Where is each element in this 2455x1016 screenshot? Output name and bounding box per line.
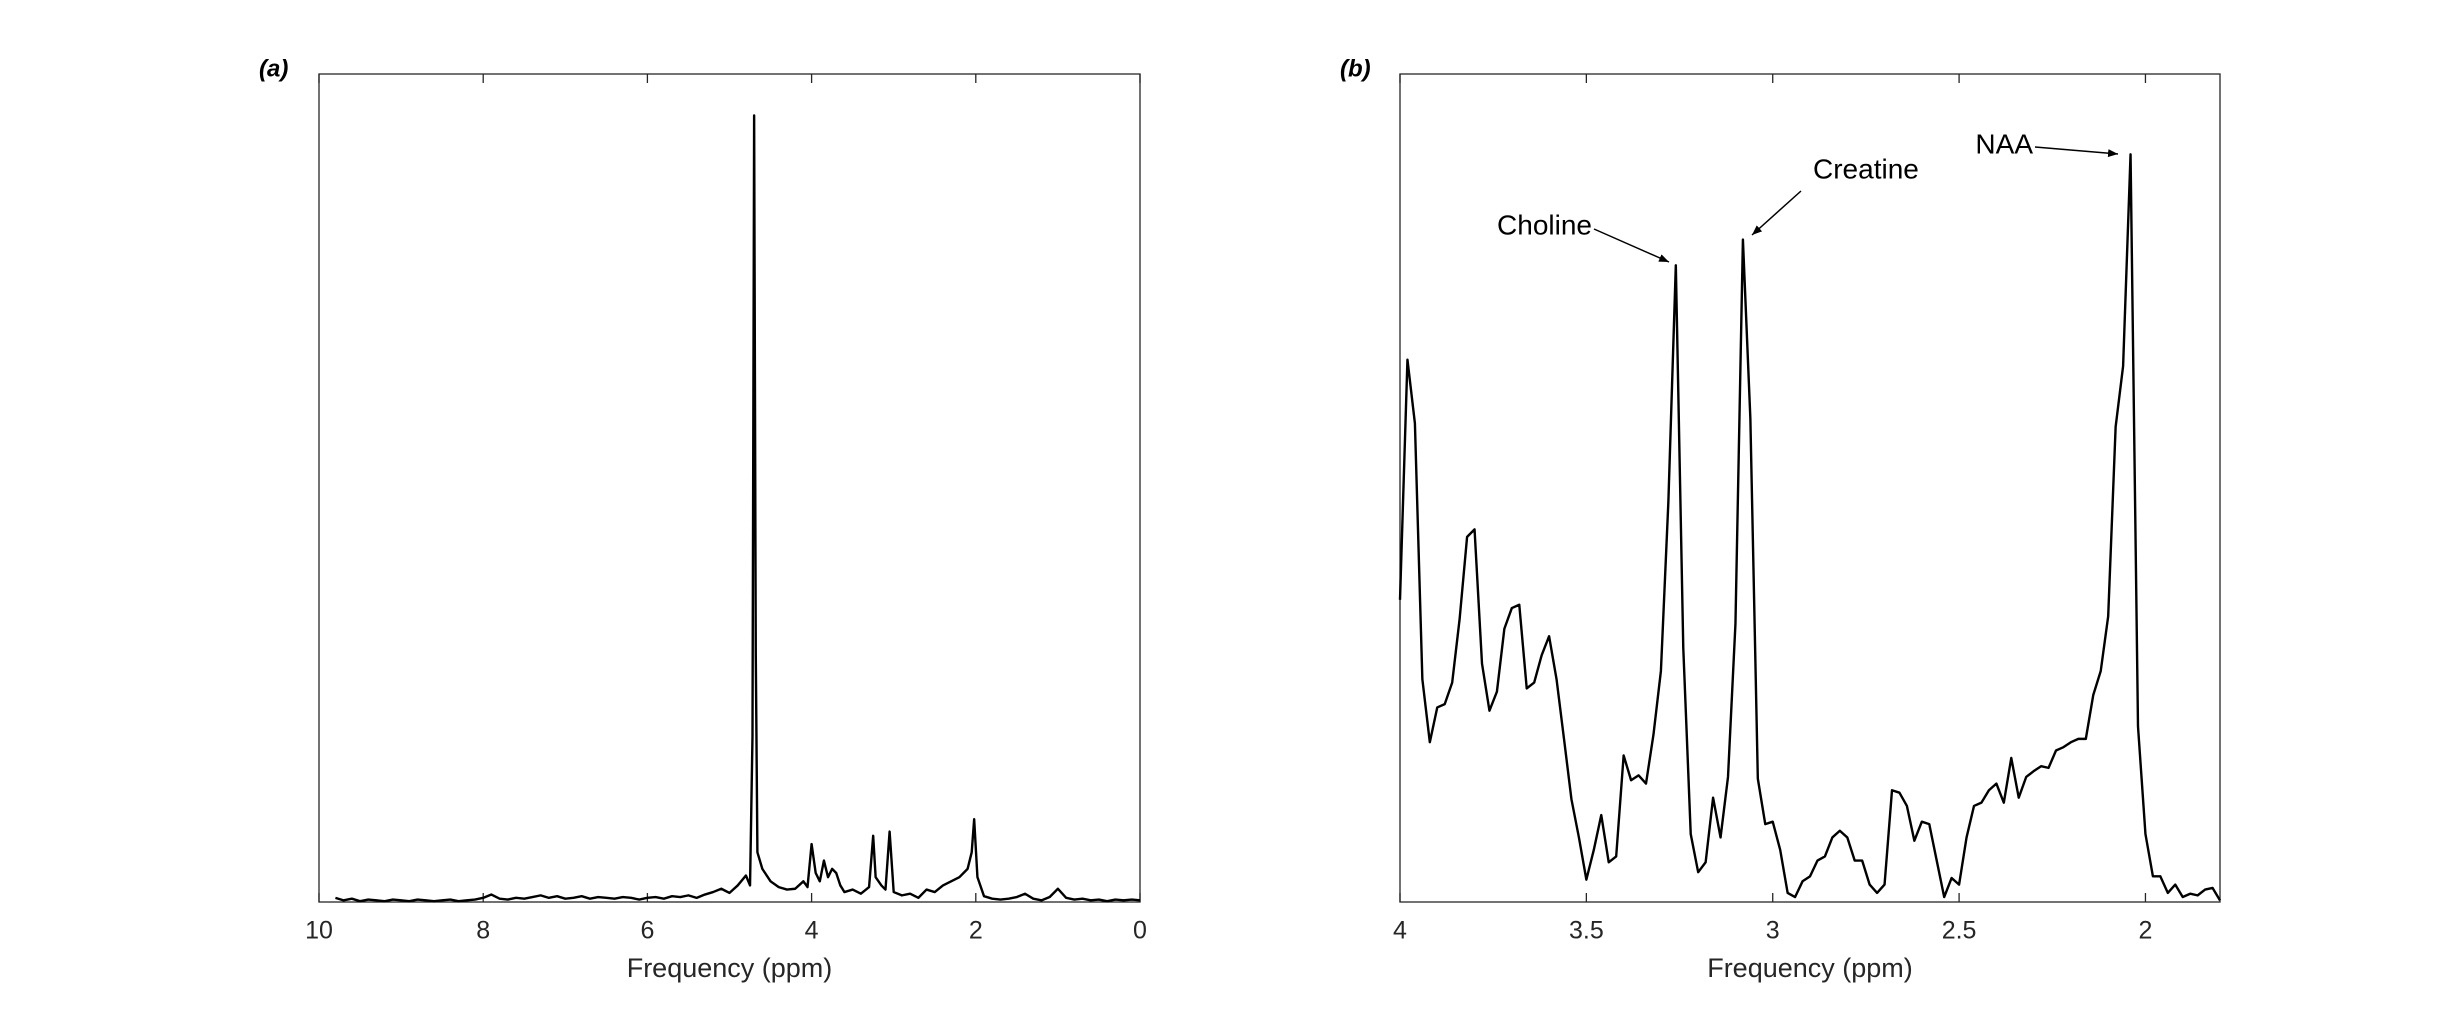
plot-frame [1399, 73, 2221, 903]
x-tick-label: 2.5 [1942, 917, 1977, 945]
x-tick-label: 8 [476, 917, 490, 945]
x-axis-label: Frequency (ppm) [1707, 953, 1913, 983]
x-tick-label: 3.5 [1569, 917, 1604, 945]
peak-annotation: Creatine [1813, 153, 1919, 184]
plot-frame [318, 73, 1141, 903]
spectrum-line [1398, 153, 2222, 901]
x-tick-label: 10 [305, 917, 333, 945]
panel-label: (b) [1340, 55, 1371, 82]
x-tick-label: 6 [640, 917, 654, 945]
x-tick-label: 4 [1393, 917, 1407, 945]
peak-annotation: NAA [1975, 128, 2033, 159]
peak-annotation: Choline [1497, 209, 1592, 240]
x-tick-label: 3 [1766, 917, 1780, 945]
x-axis-label: Frequency (ppm) [627, 953, 833, 983]
annotation-arrow [2034, 146, 2119, 158]
x-tick-label: 4 [805, 917, 819, 945]
annotation-arrow [1593, 228, 1670, 263]
panel-label: (a) [259, 55, 288, 82]
spectrum-line [335, 114, 1141, 903]
x-tick-label: 2 [2139, 917, 2153, 945]
x-tick-label: 2 [969, 917, 983, 945]
annotation-arrow [1751, 190, 1802, 236]
x-tick-label: 0 [1133, 917, 1147, 945]
